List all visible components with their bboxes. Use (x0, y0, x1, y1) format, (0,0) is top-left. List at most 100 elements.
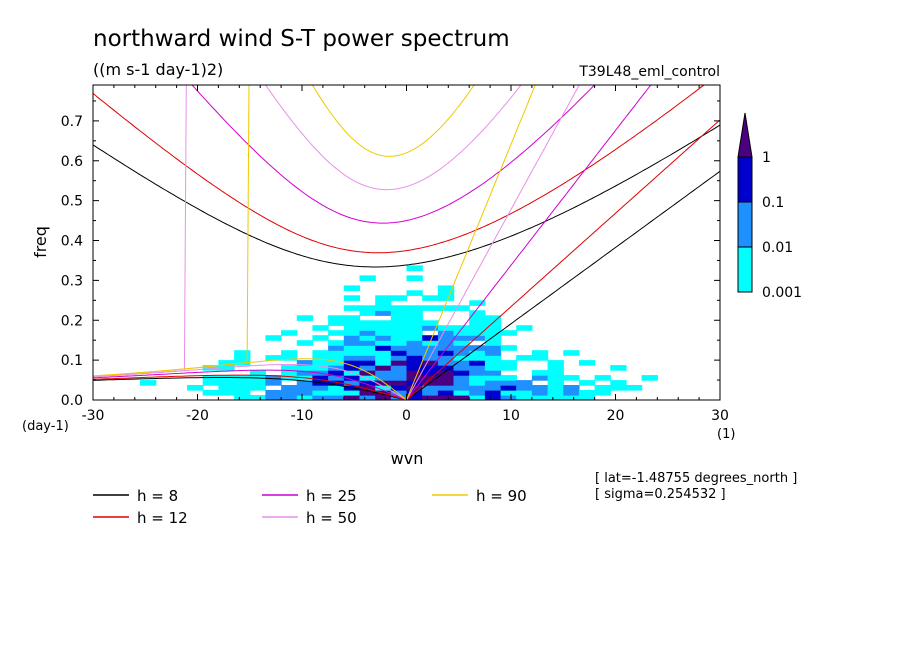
heat-cell (296, 360, 314, 366)
heat-cell (359, 330, 376, 336)
heat-cell (453, 345, 470, 351)
heat-cell (359, 385, 376, 391)
run-label: T39L48_eml_control (578, 64, 720, 80)
heat-cell (469, 360, 486, 366)
heat-cell (390, 380, 408, 386)
heat-cell (516, 390, 533, 396)
heat-cell (390, 360, 408, 366)
gravity-curve-h90 (93, 85, 475, 377)
heat-cell (484, 365, 502, 371)
heat-cell (390, 390, 408, 396)
kelvin-curve-h12 (406, 119, 720, 400)
heat-cell (328, 345, 345, 351)
heat-cell (343, 375, 361, 381)
heat-cell (453, 390, 470, 396)
heat-cell (328, 355, 345, 361)
heat-cell (422, 305, 439, 311)
x-tick-label: 20 (607, 408, 625, 424)
heat-cell (202, 365, 219, 371)
gravity-curve-h12 (93, 85, 705, 254)
heat-cell (265, 380, 282, 386)
heat-cell (281, 330, 298, 336)
heat-cell (500, 380, 517, 386)
heat-cell (312, 375, 329, 381)
heat-cell (453, 355, 470, 361)
y-tick-label: 0.3 (61, 273, 83, 289)
heat-cell (406, 320, 423, 326)
heat-cell (500, 345, 517, 351)
colorbar-extend-arrow (737, 112, 753, 158)
heat-cell (343, 390, 361, 396)
heat-cell (265, 390, 282, 396)
heat-cell (469, 380, 486, 386)
heat-cell (390, 365, 408, 371)
heat-cell (453, 305, 470, 311)
heat-cell (484, 380, 502, 386)
heat-cell (531, 370, 549, 376)
x-tick-label: -30 (82, 408, 105, 424)
heat-cell (406, 345, 423, 351)
heat-cell (547, 365, 564, 371)
heat-cell (500, 385, 517, 391)
heat-cell (437, 290, 455, 296)
colorbar-segment (737, 156, 753, 203)
heat-cell (328, 370, 345, 376)
heat-cell (281, 350, 298, 356)
heat-cell (390, 345, 408, 351)
heat-cell (469, 335, 486, 341)
heat-cell (469, 355, 486, 361)
heat-cell (484, 395, 502, 400)
heat-cell (406, 335, 423, 341)
x-tick-label: 0 (402, 408, 411, 424)
curve-legend: h = 8 h = 12 h = 25 h = 50 h = 90 (93, 487, 527, 527)
heat-cell (328, 320, 345, 326)
heat-cell (437, 385, 455, 391)
heat-cell (469, 375, 486, 381)
heat-cell (437, 375, 455, 381)
heat-cell (375, 395, 392, 400)
rossby-curve-h12 (93, 374, 407, 400)
heat-cell (422, 370, 439, 376)
heat-cell (375, 320, 392, 326)
heat-cell (594, 375, 611, 381)
heat-cell (218, 390, 235, 396)
heat-cell (406, 305, 423, 311)
heat-cell (500, 390, 517, 396)
heat-cell (359, 275, 376, 281)
heat-cell (343, 320, 361, 326)
heat-cell (375, 380, 392, 386)
heat-cell (422, 355, 439, 361)
heat-cell (343, 395, 361, 400)
heat-cell (422, 295, 439, 301)
heat-cell (328, 375, 345, 381)
heat-cell (484, 325, 502, 331)
heat-cell (422, 320, 439, 326)
gravity-curve-h50 (93, 85, 522, 378)
heat-cell (312, 385, 329, 391)
heat-cell (563, 385, 580, 391)
heat-cell (484, 390, 502, 396)
colorbar-label: 0.1 (762, 195, 784, 211)
heat-cell (390, 315, 408, 321)
heat-cell (343, 350, 361, 356)
heat-cell (202, 390, 219, 396)
heat-cell (422, 340, 439, 346)
heat-cell (469, 300, 486, 306)
heat-cell (390, 355, 408, 361)
heat-cell (218, 360, 235, 366)
colorbar-segment (737, 246, 753, 293)
heat-cell (375, 375, 392, 381)
heat-cell (359, 380, 376, 386)
heat-cell (437, 350, 455, 356)
heat-cell (484, 360, 502, 366)
y-axis-label: freq (31, 226, 50, 258)
heat-cell (578, 380, 596, 386)
heat-cell (343, 295, 361, 301)
heat-cell (516, 380, 533, 386)
heat-cell (359, 375, 376, 381)
heat-cell (578, 390, 596, 396)
heat-cell (343, 355, 361, 361)
heat-cell (202, 380, 219, 386)
chart-title: northward wind S-T power spectrum (93, 26, 510, 52)
